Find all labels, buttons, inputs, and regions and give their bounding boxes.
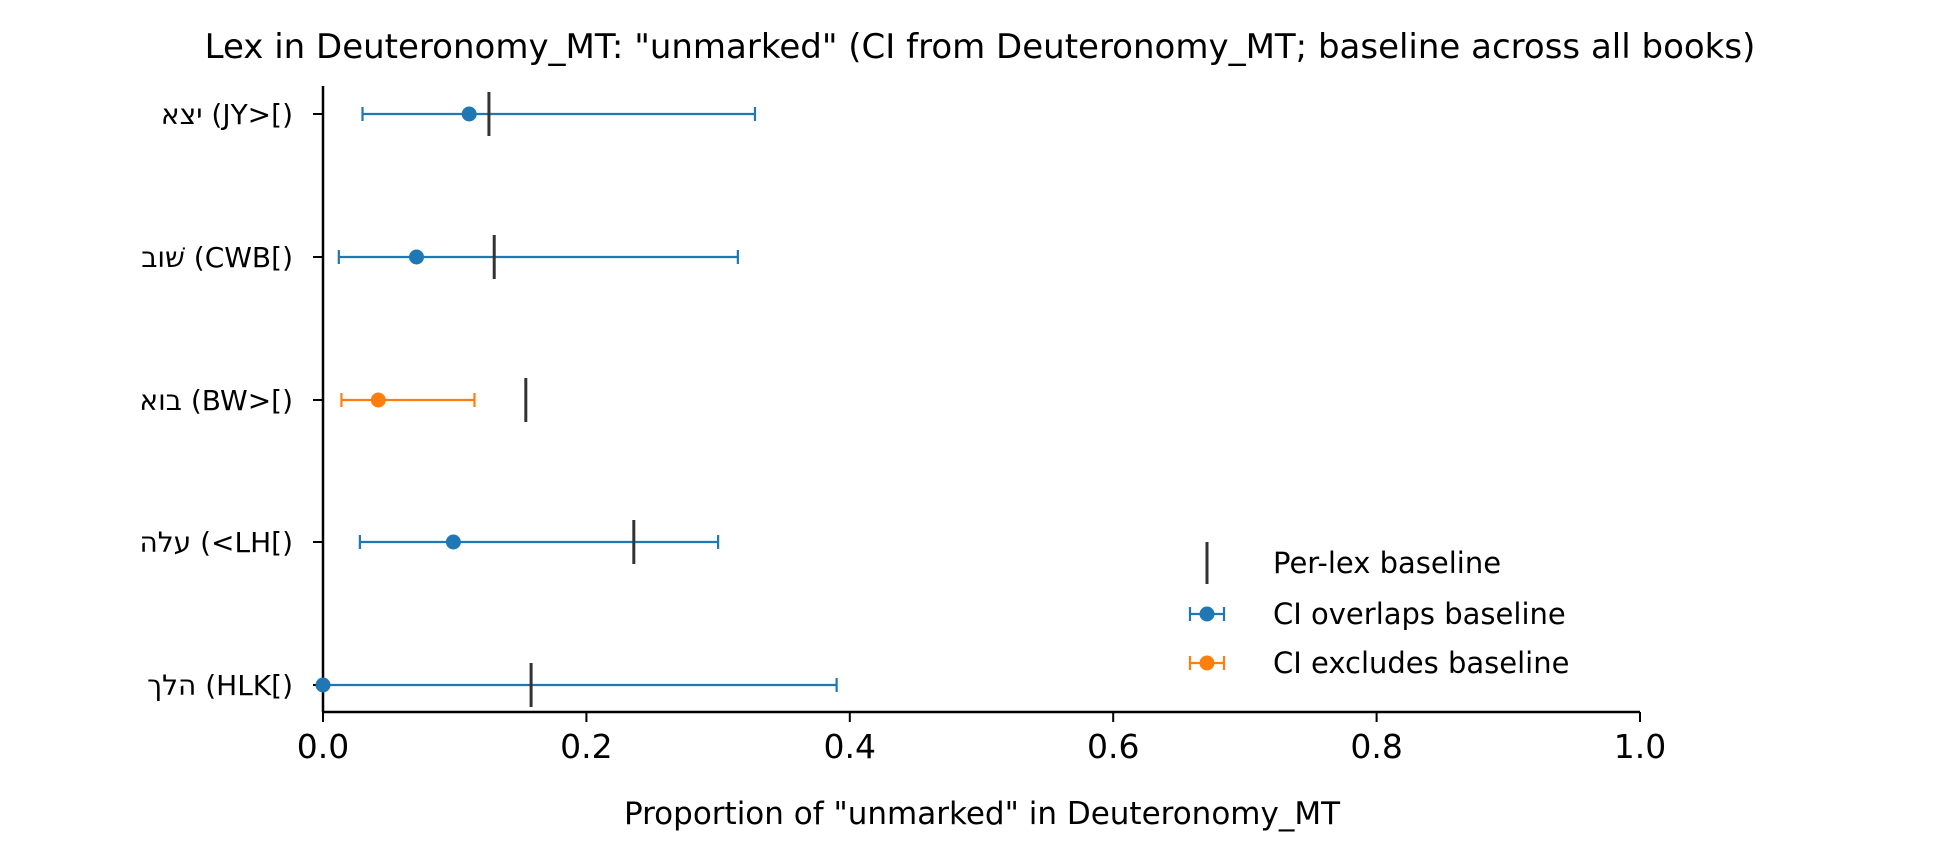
legend-point-symbol <box>1199 655 1215 671</box>
x-tick-label: 1.0 <box>1614 727 1666 766</box>
y-tick-label: עלה (<LH[) <box>139 526 293 559</box>
data-marks <box>315 92 838 707</box>
x-tick-label: 0.0 <box>297 727 349 766</box>
y-tick-label: בוא (BW>[) <box>139 384 293 417</box>
point-estimate <box>315 677 331 693</box>
point-estimate <box>370 392 386 408</box>
y-tick-label: הלך (HLK[) <box>147 669 293 702</box>
chart-title: Lex in Deuteronomy_MT: "unmarked" (CI fr… <box>205 27 1756 67</box>
y-tick-label: יצא (JY>[) <box>161 98 293 131</box>
legend: Per-lex baseline CI overlaps baseline CI e… <box>1188 542 1569 680</box>
point-estimate <box>409 249 425 265</box>
x-axis-label: Proportion of "unmarked" in Deuteronomy_… <box>624 796 1341 832</box>
point-estimate <box>461 106 477 122</box>
legend-entry-label: CI overlaps baseline <box>1273 597 1566 631</box>
legend-entry-label: Per-lex baseline <box>1273 546 1501 580</box>
legend-point-symbol <box>1199 606 1215 622</box>
x-tick-label: 0.6 <box>1087 727 1139 766</box>
x-tick-label: 0.8 <box>1350 727 1402 766</box>
legend-entry-label: CI excludes baseline <box>1273 646 1569 680</box>
point-estimate <box>445 534 461 550</box>
axes: 0.0 0.2 0.4 0.6 0.8 1.0 יצא (JY>[) שׁוב (CWB[) ב… <box>139 86 1666 766</box>
x-tick-label: 0.2 <box>560 727 612 766</box>
y-tick-label: שׁוב (CWB[) <box>141 241 293 274</box>
x-tick-label: 0.4 <box>824 727 876 766</box>
